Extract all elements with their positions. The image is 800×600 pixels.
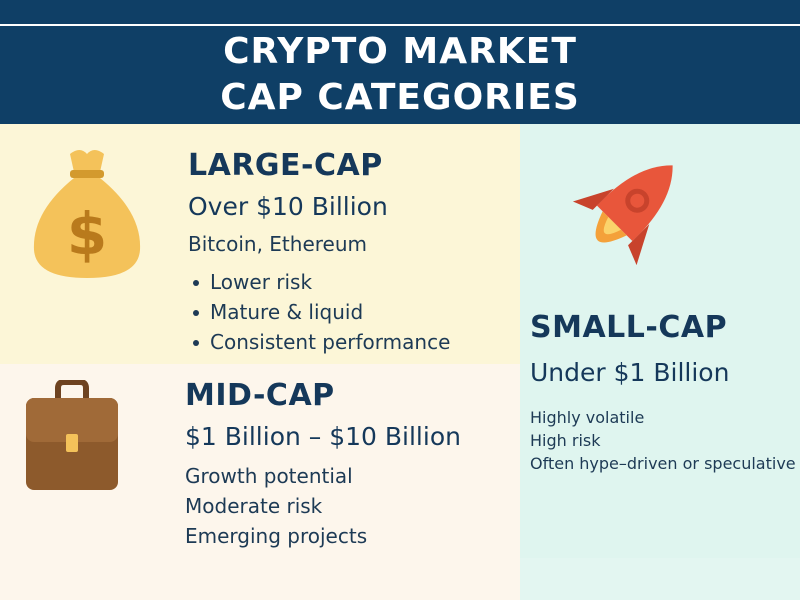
large-cap-examples: Bitcoin, Ethereum: [188, 232, 368, 256]
top-strip: [0, 0, 800, 24]
briefcase-icon: [26, 380, 118, 490]
small-cap-point: Often hype–driven or speculative: [530, 454, 796, 473]
small-cap-panel: SMALL-CAP Under $1 Billion Highly volati…: [520, 124, 800, 560]
large-cap-panel: $ LARGE-CAP Over $10 Billion Bitcoin, Et…: [0, 124, 520, 364]
small-cap-point: High risk: [530, 431, 601, 450]
mid-cap-point: Moderate risk: [185, 494, 323, 518]
mid-cap-point: Emerging projects: [185, 524, 368, 548]
title-line-1: CRYPTO MARKET: [223, 31, 577, 72]
mid-cap-heading: MID-CAP: [185, 378, 335, 413]
header-banner: CRYPTO MARKET CAP CATEGORIES: [0, 26, 800, 124]
bullet-item: Lower risk: [188, 267, 450, 297]
small-cap-range: Under $1 Billion: [530, 358, 730, 387]
large-cap-bullets: Lower risk Mature & liquid Consistent pe…: [188, 267, 450, 357]
money-bag-icon: $: [33, 150, 141, 278]
title-line-2: CAP CATEGORIES: [220, 77, 580, 118]
large-cap-heading: LARGE-CAP: [188, 148, 383, 183]
mid-cap-panel: MID-CAP $1 Billion – $10 Billion Growth …: [0, 364, 520, 600]
small-cap-point: Highly volatile: [530, 408, 645, 427]
svg-text:$: $: [67, 200, 107, 268]
rocket-icon: [572, 165, 673, 266]
small-cap-footer-strip: [520, 558, 800, 600]
bullet-item: Consistent performance: [188, 327, 450, 357]
bullet-item: Mature & liquid: [188, 297, 450, 327]
large-cap-range: Over $10 Billion: [188, 192, 388, 221]
mid-cap-point: Growth potential: [185, 464, 353, 488]
mid-cap-range: $1 Billion – $10 Billion: [185, 422, 461, 451]
small-cap-heading: SMALL-CAP: [530, 310, 728, 345]
